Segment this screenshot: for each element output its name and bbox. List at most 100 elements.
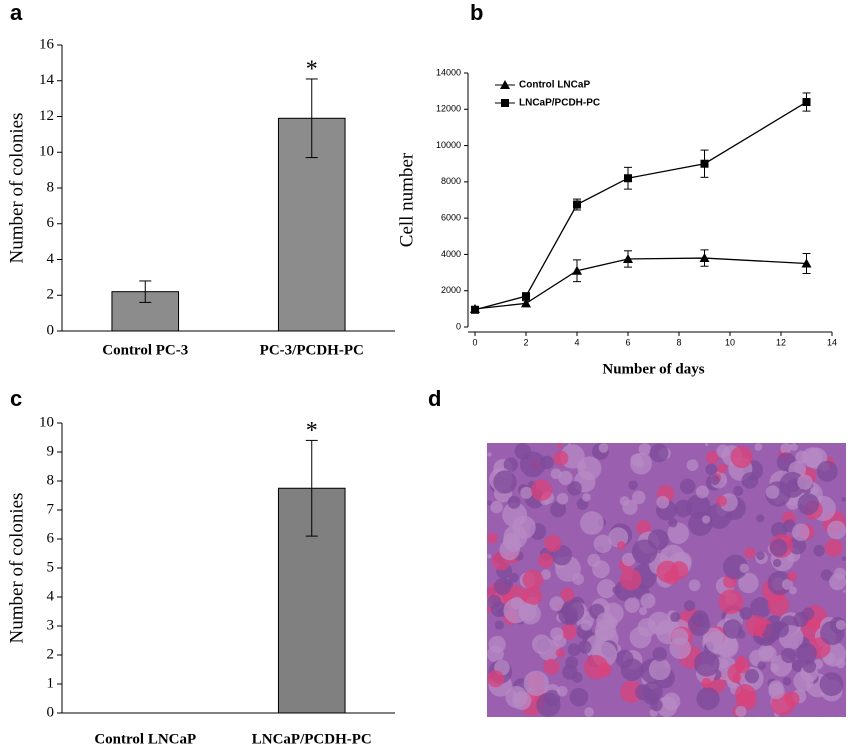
cell — [490, 500, 503, 514]
cell — [739, 563, 749, 573]
cell — [784, 691, 800, 707]
cell — [631, 539, 658, 565]
cell — [757, 661, 766, 670]
cell — [717, 463, 728, 474]
marker — [521, 298, 531, 308]
cell — [577, 456, 602, 481]
y-axis-label: Number of colonies — [6, 113, 27, 264]
annotation: * — [306, 56, 318, 82]
cell — [543, 658, 560, 675]
cell — [549, 596, 565, 612]
panel-label: d — [428, 386, 441, 411]
cell — [561, 623, 578, 640]
cell — [580, 511, 604, 535]
cell — [662, 692, 681, 711]
cell — [782, 519, 796, 533]
cell — [578, 640, 592, 654]
cell — [705, 463, 718, 476]
cell — [773, 558, 782, 568]
cell — [679, 478, 696, 495]
cell — [648, 658, 671, 681]
cell — [647, 611, 672, 636]
y-tick-label: 10 — [39, 144, 54, 160]
cell — [744, 547, 756, 559]
cell — [723, 554, 748, 580]
cell — [795, 450, 809, 464]
cell — [580, 619, 593, 631]
y-tick-label: 0 — [47, 704, 55, 720]
annotation: * — [306, 418, 318, 444]
cell — [624, 597, 640, 613]
marker — [501, 99, 509, 107]
cell — [643, 689, 659, 705]
cell — [544, 534, 562, 553]
marker — [700, 159, 709, 168]
marker — [471, 305, 479, 314]
cell — [544, 689, 561, 707]
cell — [520, 486, 533, 499]
cell — [565, 656, 579, 670]
cell — [769, 538, 788, 557]
cell — [765, 485, 780, 499]
cell — [829, 573, 846, 591]
cell — [797, 474, 813, 490]
cell — [538, 552, 554, 569]
x-tick-label: 12 — [776, 337, 786, 347]
cell — [667, 522, 690, 544]
cell — [493, 577, 512, 596]
error-bar — [139, 280, 152, 303]
cell — [718, 589, 744, 615]
cell — [770, 663, 780, 673]
marker — [500, 80, 510, 89]
cell — [567, 643, 581, 657]
cell — [620, 658, 644, 682]
cell — [612, 585, 621, 595]
cell — [620, 568, 642, 591]
cell — [568, 443, 572, 446]
cell — [701, 677, 712, 688]
cell — [556, 492, 569, 505]
cell — [649, 443, 669, 463]
y-tick-label: 14000 — [436, 67, 461, 77]
cell — [656, 495, 670, 509]
y-tick-label: 9 — [47, 443, 55, 459]
cell — [507, 495, 521, 509]
cell — [652, 646, 667, 662]
series-line — [474, 257, 807, 310]
histology-image — [487, 443, 846, 717]
y-axis-label: Cell number — [396, 152, 417, 247]
cell — [824, 538, 843, 557]
cell — [693, 650, 720, 677]
cell — [557, 443, 563, 448]
y-tick-label: 4000 — [441, 249, 461, 259]
cell — [487, 532, 498, 544]
cell — [669, 637, 691, 660]
x-tick-label: 0 — [472, 337, 477, 347]
x-tick-label: 6 — [625, 337, 630, 347]
y-tick-label: 0 — [47, 322, 55, 338]
cell — [636, 520, 652, 536]
marker — [801, 258, 812, 268]
cell — [584, 707, 594, 717]
cell — [695, 485, 709, 499]
cell — [596, 579, 616, 599]
cell — [560, 587, 575, 602]
cell — [503, 598, 529, 624]
cell — [781, 647, 797, 664]
cell — [820, 569, 833, 581]
cell — [509, 572, 519, 583]
cell — [810, 486, 819, 495]
cell — [788, 536, 807, 555]
cell — [796, 642, 817, 664]
cell — [487, 554, 492, 559]
cell — [522, 569, 544, 591]
y-tick-label: 6000 — [441, 213, 461, 223]
cell — [835, 658, 846, 669]
cell — [635, 459, 644, 469]
cell — [705, 450, 720, 465]
cell — [561, 599, 585, 623]
cell — [709, 475, 720, 486]
y-tick-label: 8 — [47, 472, 55, 488]
cell — [582, 493, 591, 502]
cell — [555, 648, 565, 658]
